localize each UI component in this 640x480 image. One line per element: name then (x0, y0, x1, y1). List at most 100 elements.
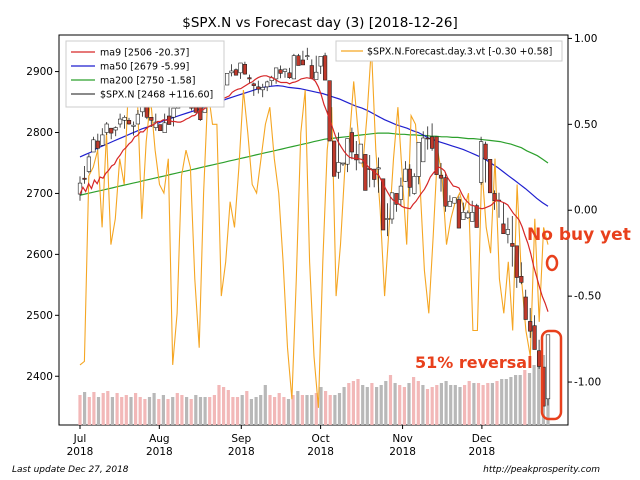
volume-bar (185, 397, 189, 425)
volume-bar (463, 385, 467, 425)
candle-body (474, 205, 479, 228)
candle (100, 128, 105, 146)
volume-bar (222, 387, 226, 425)
right-y-tick-label: -1.00 (574, 377, 601, 389)
volume-bar (208, 397, 212, 425)
candle-body (318, 55, 323, 67)
volume-bar (282, 397, 286, 425)
candle-body (363, 154, 368, 191)
volume-bar (115, 393, 119, 425)
footer-last-update: Last update Dec 27, 2018 (12, 465, 129, 475)
x-tick-label-month: Nov (392, 433, 413, 445)
volume-bar (490, 383, 494, 425)
candle (260, 83, 265, 98)
candle-body (349, 132, 355, 153)
candle (528, 308, 533, 338)
candle-body (483, 143, 488, 160)
volume-bar (296, 391, 300, 425)
volume-bar (101, 393, 105, 425)
candle-body (545, 334, 551, 400)
candle (109, 127, 114, 140)
candle (242, 61, 248, 75)
candle-body (282, 68, 288, 72)
volume-bar (379, 385, 383, 425)
volume-bar (138, 397, 142, 425)
candle (474, 203, 479, 228)
candle (291, 53, 297, 80)
volume-bar (120, 397, 124, 425)
candle-body (461, 212, 466, 220)
volume-bar (240, 395, 244, 425)
candle-body (91, 139, 96, 153)
volume-bar (333, 395, 337, 425)
volume-bar (532, 365, 536, 425)
volume-bar (500, 379, 504, 425)
candle (340, 162, 346, 166)
candle-body (470, 212, 475, 222)
candle (256, 80, 261, 94)
candle-body (109, 127, 114, 134)
candle-body (260, 87, 265, 91)
candle (282, 68, 288, 78)
volume-bar (305, 395, 309, 425)
candle (456, 196, 462, 229)
volume-bar (361, 385, 365, 425)
candle-body (287, 72, 292, 79)
volume-bar (319, 387, 323, 425)
candle-body (126, 120, 132, 125)
annotation-no-buy-yet: No buy yet (527, 225, 631, 245)
legend-left: ma9 [2506 -20.37] ma50 [2679 -5.99] ma20… (65, 40, 225, 108)
volume-bar (157, 399, 161, 425)
volume-bar (356, 379, 360, 425)
volume-bar (291, 395, 295, 425)
candle (505, 217, 511, 244)
candle-body (229, 70, 234, 74)
candle-body (434, 136, 439, 175)
candle (403, 161, 408, 182)
candle-body (265, 81, 270, 88)
candle-body (242, 64, 248, 75)
candle-body (407, 168, 412, 188)
volume-bar (472, 383, 476, 425)
volume-bar (273, 397, 277, 425)
candle (510, 216, 515, 267)
volume-bar (314, 393, 318, 425)
candle (126, 117, 132, 125)
candle (287, 67, 292, 79)
ma9-line-layer (79, 75, 549, 312)
volume-bar (92, 392, 96, 425)
candle-body (305, 55, 310, 58)
candle (305, 47, 310, 60)
candle (158, 124, 163, 131)
volume-bar (277, 393, 281, 425)
left-y-tick-label: 2900 (26, 66, 53, 78)
candle-body (118, 118, 123, 125)
candle (407, 164, 412, 197)
volume-bar (189, 399, 193, 425)
candle (501, 202, 506, 234)
candle-body (131, 124, 136, 127)
candle (95, 133, 100, 151)
volume-bar (504, 379, 508, 425)
candle-body (425, 137, 430, 140)
volume-bar (134, 393, 138, 425)
volume-bar (486, 383, 490, 425)
candle (532, 315, 537, 350)
ma50-line-layer (79, 84, 549, 207)
left-y-tick-label: 2400 (26, 371, 53, 383)
volume-bar (337, 393, 342, 425)
volume-bar (518, 375, 522, 425)
candle-body (162, 122, 167, 133)
legend-label-spx: $SPX.N [2468 +116.60] (100, 90, 213, 101)
candle (278, 65, 283, 79)
x-tick-label-month: Sep (231, 433, 251, 445)
volume-bar (171, 397, 175, 425)
candle (429, 123, 435, 151)
candle (86, 153, 91, 174)
candle-body (322, 55, 328, 81)
candle (461, 202, 466, 220)
candlesticks (77, 47, 551, 407)
candle-body (354, 154, 359, 161)
x-tick-label-year: 2018 (228, 446, 255, 458)
volume-bar (476, 383, 481, 425)
